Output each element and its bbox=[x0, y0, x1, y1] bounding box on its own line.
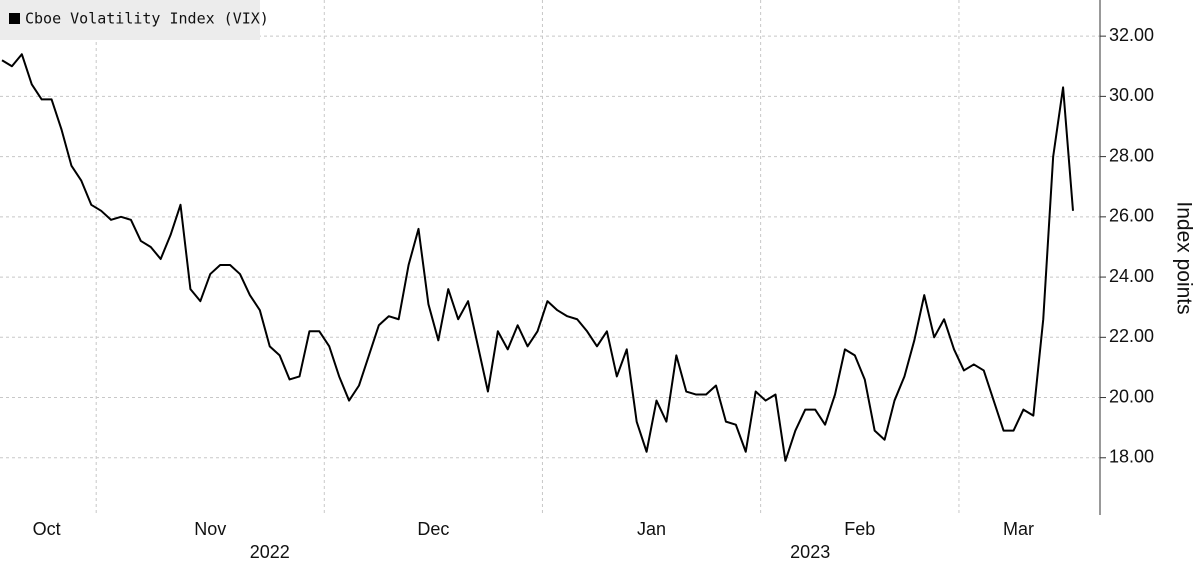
x-tick-label: Feb bbox=[844, 519, 875, 539]
y-tick-label: 18.00 bbox=[1109, 447, 1154, 467]
x-tick-label: Oct bbox=[33, 519, 61, 539]
x-tick-label: Dec bbox=[417, 519, 449, 539]
y-tick-label: 24.00 bbox=[1109, 266, 1154, 286]
y-tick-label: 28.00 bbox=[1109, 145, 1154, 165]
x-group-label: 2023 bbox=[790, 542, 830, 562]
x-tick-label: Jan bbox=[637, 519, 666, 539]
y-tick-label: 30.00 bbox=[1109, 85, 1154, 105]
legend-label: Cboe Volatility Index (VIX) bbox=[25, 10, 269, 28]
x-group-label: 2022 bbox=[250, 542, 290, 562]
y-axis-label: Index points bbox=[1172, 201, 1195, 314]
y-tick-label: 32.00 bbox=[1109, 25, 1154, 45]
series-line bbox=[1, 53, 1074, 462]
x-tick-label: Nov bbox=[194, 519, 226, 539]
y-tick-label: 22.00 bbox=[1109, 326, 1154, 346]
legend-swatch bbox=[9, 13, 20, 24]
legend-box bbox=[0, 0, 260, 40]
x-tick-label: Mar bbox=[1003, 519, 1034, 539]
y-tick-label: 26.00 bbox=[1109, 206, 1154, 226]
y-tick-label: 20.00 bbox=[1109, 386, 1154, 406]
